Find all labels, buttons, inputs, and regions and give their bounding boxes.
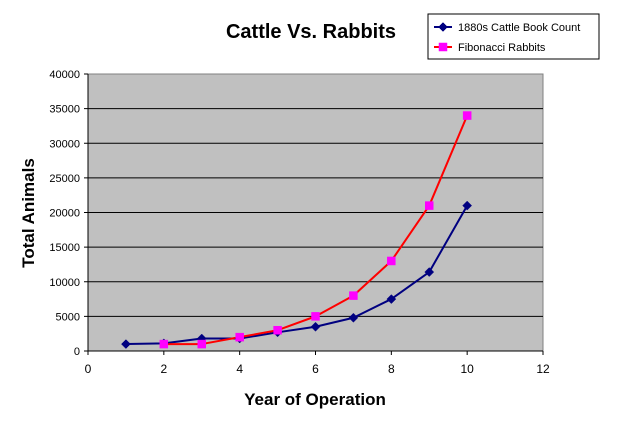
x-tick-label: 10	[460, 362, 474, 376]
x-tick-label: 0	[85, 362, 92, 376]
y-tick-label: 20000	[49, 208, 80, 220]
y-tick-label: 5000	[56, 311, 80, 323]
y-tick-label: 40000	[49, 69, 80, 81]
data-point-series-1	[348, 312, 359, 323]
data-point-series-2	[235, 332, 244, 342]
data-point-series-2	[159, 339, 169, 349]
data-point-series-1	[310, 321, 321, 332]
data-point-series-2	[197, 339, 206, 349]
data-point-series-1	[121, 339, 131, 349]
y-tick-label: 35000	[49, 104, 80, 116]
legend-label-1: 1880s Cattle Book Count	[458, 22, 580, 34]
data-point-series-2	[425, 201, 434, 210]
legend-marker-1	[438, 22, 448, 32]
y-tick-label: 0	[74, 346, 80, 358]
x-tick-label: 4	[236, 362, 243, 376]
series-line-1	[125, 205, 469, 346]
data-point-series-1	[462, 200, 473, 211]
legend: 1880s Cattle Book Count Fibonacci Rabbits	[427, 13, 600, 60]
x-tick-label: 6	[312, 362, 319, 376]
chart-title: Cattle Vs. Rabbits	[226, 21, 396, 43]
data-point-series-2	[273, 325, 282, 335]
data-point-series-1	[386, 294, 397, 304]
plot-area: 0 5000 10000 15000 20000 25000 30000 35000 40000…	[49, 69, 550, 376]
y-tick-label: 25000	[49, 173, 80, 185]
legend-marker-2	[438, 42, 448, 52]
data-point-series-2	[462, 111, 472, 120]
data-point-series-2	[387, 256, 396, 266]
data-point-series-2	[311, 312, 320, 321]
y-tick-label: 10000	[49, 277, 80, 289]
data-point-series-1	[424, 267, 435, 277]
x-tick-label: 12	[536, 362, 550, 376]
x-tick-label: 8	[388, 362, 395, 376]
legend-box	[427, 13, 600, 60]
data-point-series-2	[349, 291, 358, 300]
x-axis-title: Year of Operation	[244, 390, 386, 409]
y-tick-label: 30000	[49, 138, 80, 150]
x-tick-label: 2	[160, 362, 167, 376]
y-tick-label: 15000	[49, 242, 80, 254]
legend-label-2: Fibonacci Rabbits	[458, 42, 546, 54]
y-axis-title: Total Animals	[19, 158, 38, 268]
